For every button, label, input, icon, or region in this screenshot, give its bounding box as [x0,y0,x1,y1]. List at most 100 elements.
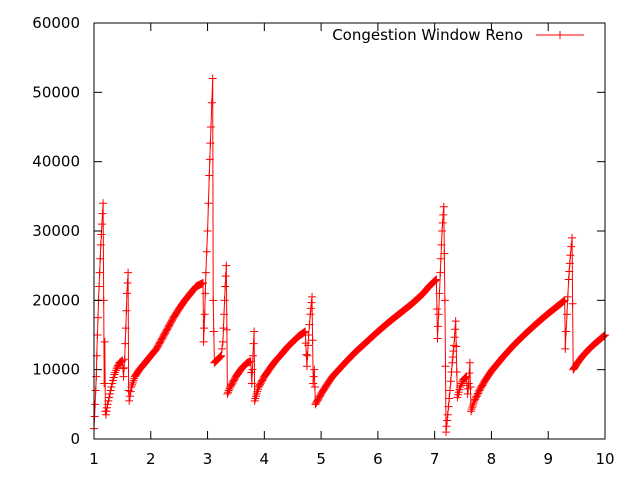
data-point [309,372,318,381]
x-tick-label: 4 [260,450,270,468]
data-point [310,365,319,374]
x-tick-label: 7 [430,450,440,468]
data-point [103,403,112,412]
data-point [444,402,453,411]
x-tick-label: 2 [146,450,156,468]
x-axis: 1 2 3 4 5 6 7 8 9 10 [89,23,615,468]
y-tick-label: 10000 [32,361,80,379]
data-point [467,407,476,416]
data-point [565,267,574,276]
y-tick-label: 60000 [32,14,80,32]
data-point [96,254,105,263]
data-point [205,171,214,180]
data-point [224,388,233,397]
data-point [127,383,136,391]
data-point [97,230,106,239]
data-point [218,337,227,346]
x-tick-label: 5 [316,450,326,468]
data-point [104,396,113,405]
data-point [469,398,478,407]
y-tick-label: 40000 [32,153,80,171]
data-point [559,296,568,305]
data-point [224,386,233,395]
data-point [568,233,577,242]
data-point [217,351,226,360]
data-point [105,393,114,402]
data-point [443,410,452,419]
data-point [98,209,107,218]
data-point [438,227,447,235]
data-point [122,306,131,315]
data-point [129,376,138,385]
data-point [457,379,466,388]
data-point [121,339,130,348]
data-point [561,344,570,353]
data-point [205,155,214,164]
series-markers [90,74,609,437]
data-point [598,332,607,341]
data-point [304,341,313,350]
data-point [460,374,469,383]
x-tick-label: 10 [595,450,614,468]
data-point [209,327,218,336]
data-point [91,386,100,395]
data-point [463,381,472,390]
data-point [439,210,448,219]
data-point [105,389,114,398]
data-point [218,344,227,353]
data-point [440,296,449,305]
data-point [219,324,228,333]
data-point [564,275,573,284]
data-point [600,331,609,340]
data-point [463,389,472,398]
legend-swatch-marker [556,31,564,39]
data-point [199,279,208,287]
data-point [446,377,455,386]
data-point [215,353,224,362]
data-point [249,339,258,348]
data-point [116,358,125,367]
data-point [111,368,120,377]
data-point [441,362,450,371]
data-point [306,310,315,319]
data-point [95,282,104,291]
data-point [220,296,229,305]
data-point [220,310,229,319]
data-point [128,378,137,387]
data-point [434,322,443,331]
data-point [449,341,458,350]
data-point [120,355,129,364]
y-axis: 0 10000 20000 30000 40000 50000 60000 [32,14,605,448]
x-tick-label: 1 [89,450,99,468]
data-point [95,268,104,277]
data-point [439,202,448,211]
data-point [216,352,225,361]
data-point [307,298,316,307]
data-point [308,292,317,301]
data-point [456,383,465,391]
data-point [468,403,477,412]
data-point [222,325,231,334]
data-point [215,353,224,362]
data-point [562,327,571,336]
data-point [200,310,209,319]
data-point [106,386,115,395]
y-tick-label: 30000 [32,222,80,240]
data-point [248,365,257,374]
data-point [204,199,213,208]
y-tick-label: 20000 [32,291,80,309]
data-point [125,392,134,401]
data-point [107,383,116,391]
data-point [120,363,129,372]
data-point [448,358,457,367]
data-point [103,400,112,409]
data-point [559,297,568,306]
data-point [556,31,564,39]
data-point [100,379,109,388]
data-point [567,242,576,251]
data-point [452,342,461,351]
plot-frame [93,22,606,440]
data-point [99,199,108,208]
data-point [435,289,444,298]
